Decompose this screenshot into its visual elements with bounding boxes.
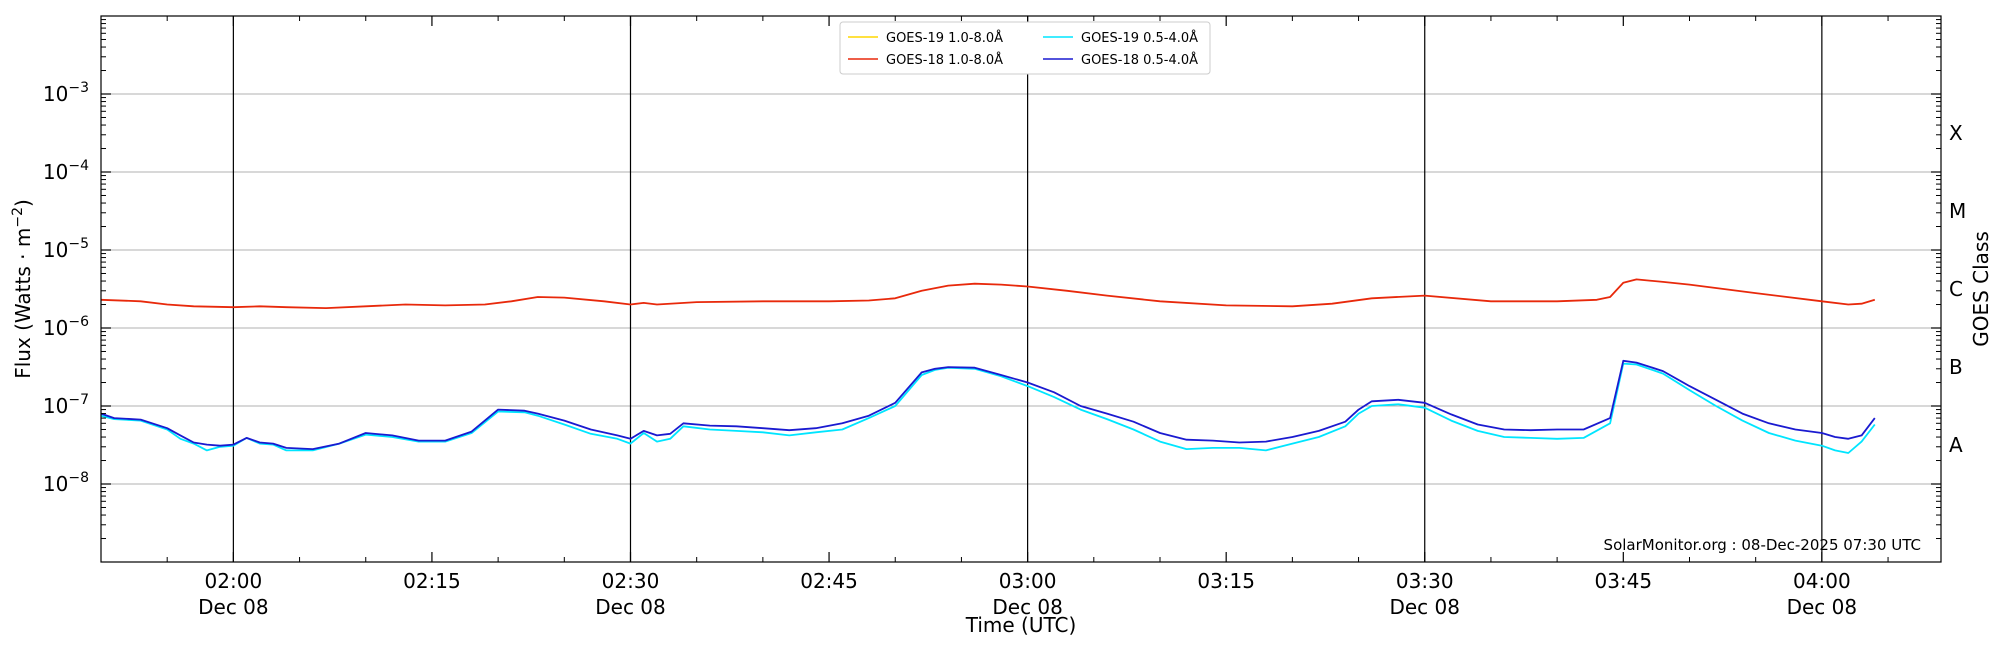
- goes-class-label: B: [1949, 355, 1963, 379]
- series-line-2: [100, 362, 1876, 454]
- x-tick-label: 02:15: [403, 569, 461, 593]
- source-watermark: SolarMonitor.org : 08-Dec-2025 07:30 UTC: [1604, 536, 1921, 554]
- x-tick-date-label: Dec 08: [1787, 595, 1858, 619]
- plot-frame: [100, 15, 1942, 563]
- y-tick-label: 10−3: [43, 80, 89, 106]
- legend-label: GOES-19 1.0-8.0Å: [886, 30, 1003, 46]
- x-axis-label: Time (UTC): [965, 613, 1077, 637]
- series-lines: [100, 278, 1876, 454]
- y-tick-label: 10−6: [43, 314, 89, 340]
- goes-class-label: X: [1949, 121, 1963, 145]
- y-tick-label: 10−7: [43, 392, 89, 418]
- goes-class-label: M: [1949, 199, 1966, 223]
- time-marker-lines: [232, 16, 1823, 562]
- series-line-1: [100, 278, 1876, 310]
- legend-label: GOES-19 0.5-4.0Å: [1081, 30, 1198, 46]
- y-tick-label: 10−4: [43, 158, 89, 184]
- goes-class-label: C: [1949, 277, 1963, 301]
- y-tick-label: 10−5: [43, 236, 89, 262]
- legend: GOES-19 1.0-8.0Å GOES-18 1.0-8.0Å GOES-19 …: [839, 21, 1211, 75]
- x-tick-label: 02:30: [602, 569, 660, 593]
- x-tick-label: 03:45: [1594, 569, 1652, 593]
- x-tick-label: 04:00: [1793, 569, 1851, 593]
- x-tick-label: 02:45: [800, 569, 858, 593]
- x-tick-date-label: Dec 08: [595, 595, 666, 619]
- goes-class-axis-label: GOES Class: [1969, 231, 1993, 347]
- legend-box: [839, 21, 1211, 75]
- legend-label: GOES-18 1.0-8.0Å: [886, 52, 1003, 68]
- legend-label: GOES-18 0.5-4.0Å: [1081, 52, 1198, 68]
- x-tick-label: 02:00: [205, 569, 263, 593]
- goes-class-label: A: [1949, 433, 1963, 457]
- x-tick-label: 03:15: [1197, 569, 1255, 593]
- horizontal-gridlines: [101, 93, 1941, 485]
- y-axis-label: Flux (Watts · m−2): [10, 199, 35, 379]
- x-tick-label: 03:00: [999, 569, 1057, 593]
- x-tick-date-label: Dec 08: [992, 595, 1063, 619]
- x-tick-label: 03:30: [1396, 569, 1454, 593]
- y-tick-label: 10−8: [43, 470, 89, 496]
- series-line-3: [100, 359, 1876, 451]
- x-tick-date-label: Dec 08: [198, 595, 269, 619]
- x-tick-date-label: Dec 08: [1389, 595, 1460, 619]
